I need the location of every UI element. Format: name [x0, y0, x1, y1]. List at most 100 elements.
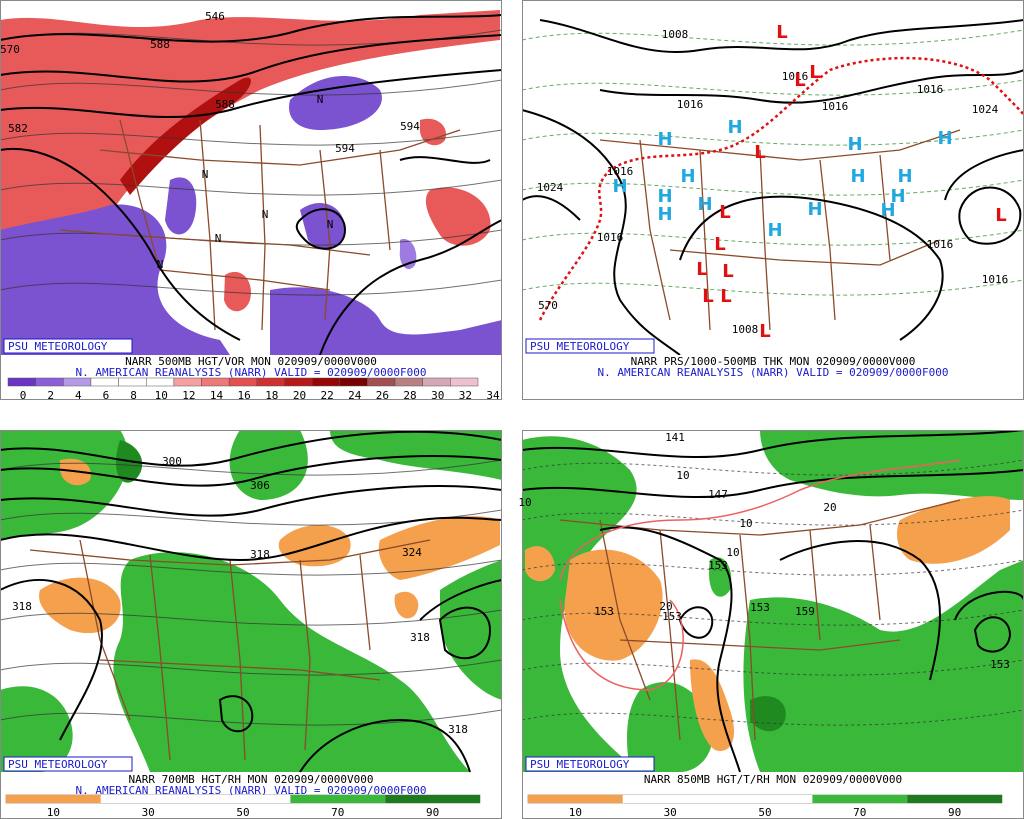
shaded-field: [0, 204, 230, 355]
map: [0, 430, 502, 773]
scale-label: 22: [320, 389, 333, 402]
high-symbol: H: [767, 220, 782, 241]
low-symbol: L: [759, 321, 770, 342]
panel-frame: [0, 0, 502, 400]
thin-contour: [0, 559, 502, 576]
contour-label: 588: [215, 98, 235, 111]
scale-swatch: [339, 377, 368, 387]
map-background: [522, 0, 1024, 355]
shaded-field: [165, 177, 197, 235]
scale-swatch: [367, 377, 396, 387]
scale-swatch: [528, 795, 623, 803]
high-symbol: H: [727, 117, 742, 138]
scale-swatch: [290, 795, 386, 803]
badge-box: [525, 756, 655, 772]
shaded-field: [0, 430, 129, 540]
scale-label: 10: [569, 806, 582, 819]
shaded-field: [690, 659, 735, 751]
shaded-field: [229, 430, 308, 500]
contour-label: 20: [823, 501, 836, 514]
contour-label: 10: [518, 496, 531, 509]
contour-label: N: [327, 218, 334, 231]
thin-contour: [0, 609, 502, 626]
height-contour: [522, 195, 581, 221]
map: [0, 10, 502, 355]
scale-label: 34: [486, 389, 500, 402]
panel: PSU METEOROLOGY NARR 500MB HGT/VOR MON 02…: [0, 0, 502, 400]
scale-swatch: [622, 795, 718, 803]
scale-label: 90: [426, 806, 439, 819]
high-symbol: H: [680, 166, 695, 187]
shaded-field: [0, 686, 73, 772]
scale-swatch: [63, 377, 92, 387]
scale-label: 26: [376, 389, 389, 402]
high-symbol: H: [657, 204, 672, 225]
shaded-field: [224, 271, 251, 312]
panel: PSU METEOROLOGY NARR 850MB HGT/T/RH MON 0…: [522, 430, 1024, 819]
state-borders: [599, 129, 961, 331]
height-contour: [522, 469, 1024, 499]
height-contour: [973, 616, 1012, 653]
contour-label: 318: [410, 631, 430, 644]
contour-label: 300: [162, 455, 182, 468]
shaded-field: [425, 187, 491, 246]
height-contour: [218, 695, 254, 733]
scale-label: 16: [238, 389, 251, 402]
badge-text: PSU METEOROLOGY: [8, 758, 108, 771]
map: [522, 19, 1024, 355]
contour-label: 582: [8, 122, 28, 135]
contour-label: 594: [335, 142, 355, 155]
low-symbol: L: [776, 22, 787, 43]
high-symbol: H: [657, 129, 672, 150]
subcaption: N. AMERICAN REANALYSIS (NARR) VALID = 02…: [76, 366, 427, 379]
scale-swatch: [422, 377, 451, 387]
scale-swatch: [145, 377, 175, 387]
badge-box: [3, 338, 133, 354]
thin-contour: [0, 709, 502, 726]
scale-swatch: [7, 377, 36, 387]
scale-label: 30: [664, 806, 677, 819]
contour-label: N: [202, 168, 209, 181]
high-symbol: H: [807, 199, 822, 220]
scale-label: 4: [75, 389, 82, 402]
contour-label: N: [215, 232, 222, 245]
thin-contour: [0, 279, 502, 296]
height-contour: [679, 195, 944, 341]
shaded-field: [0, 10, 500, 270]
height-contour: [0, 14, 502, 43]
thin-contour: [522, 509, 1024, 526]
scale-label: 14: [210, 389, 224, 402]
state-borders: [559, 499, 961, 741]
shaded-field: [897, 496, 1010, 564]
thin-contour: [522, 609, 1024, 626]
caption: NARR 700MB HGT/RH MON 020909/0000V000: [128, 773, 373, 786]
contour-label: 1016: [597, 231, 624, 244]
contour-label: 1016: [607, 165, 634, 178]
height-contour: [954, 590, 1024, 621]
scale-swatch: [35, 377, 64, 387]
scale-swatch: [6, 795, 101, 803]
contour-label: 306: [250, 479, 270, 492]
shaded-field: [289, 76, 382, 130]
contour-label: 324: [402, 546, 422, 559]
contour-label: 1016: [982, 273, 1009, 286]
contour-label: 1016: [677, 98, 704, 111]
height-contour: [0, 516, 502, 562]
thin-contour: [522, 179, 1024, 196]
contour-label: 153: [708, 559, 728, 572]
scale-label: 32: [459, 389, 472, 402]
scale-label: 28: [403, 389, 416, 402]
caption: NARR 850MB HGT/T/RH MON 020909/0000V000: [644, 773, 902, 786]
contour-label: 1008: [662, 28, 689, 41]
shaded-field: [627, 681, 713, 772]
badge-text: PSU METEOROLOGY: [530, 758, 630, 771]
contour-label: N: [262, 208, 269, 221]
scale-label: 20: [293, 389, 306, 402]
scale-swatch: [311, 377, 341, 387]
high-symbol: H: [880, 200, 895, 221]
height-contour: [0, 579, 103, 741]
shaded-field: [378, 516, 500, 580]
contour-label: 318: [250, 548, 270, 561]
scale-label: 6: [103, 389, 110, 402]
thin-contour: [522, 129, 1024, 146]
